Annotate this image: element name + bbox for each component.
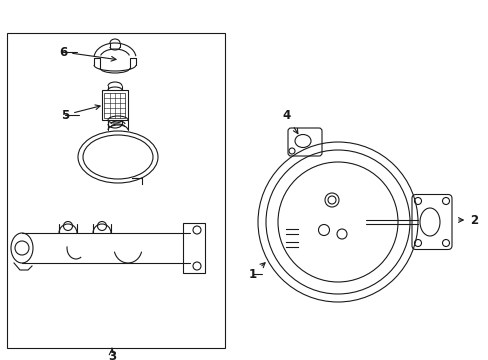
- Bar: [102, 90, 128, 120]
- Text: 4: 4: [282, 109, 297, 134]
- Bar: [104, 93, 125, 117]
- Text: 2: 2: [458, 213, 477, 226]
- Bar: [7, 33, 224, 348]
- Text: 3: 3: [108, 350, 116, 360]
- Bar: [183, 223, 204, 273]
- Text: 5: 5: [61, 105, 100, 122]
- Text: 6: 6: [59, 45, 116, 61]
- Text: 1: 1: [248, 263, 264, 280]
